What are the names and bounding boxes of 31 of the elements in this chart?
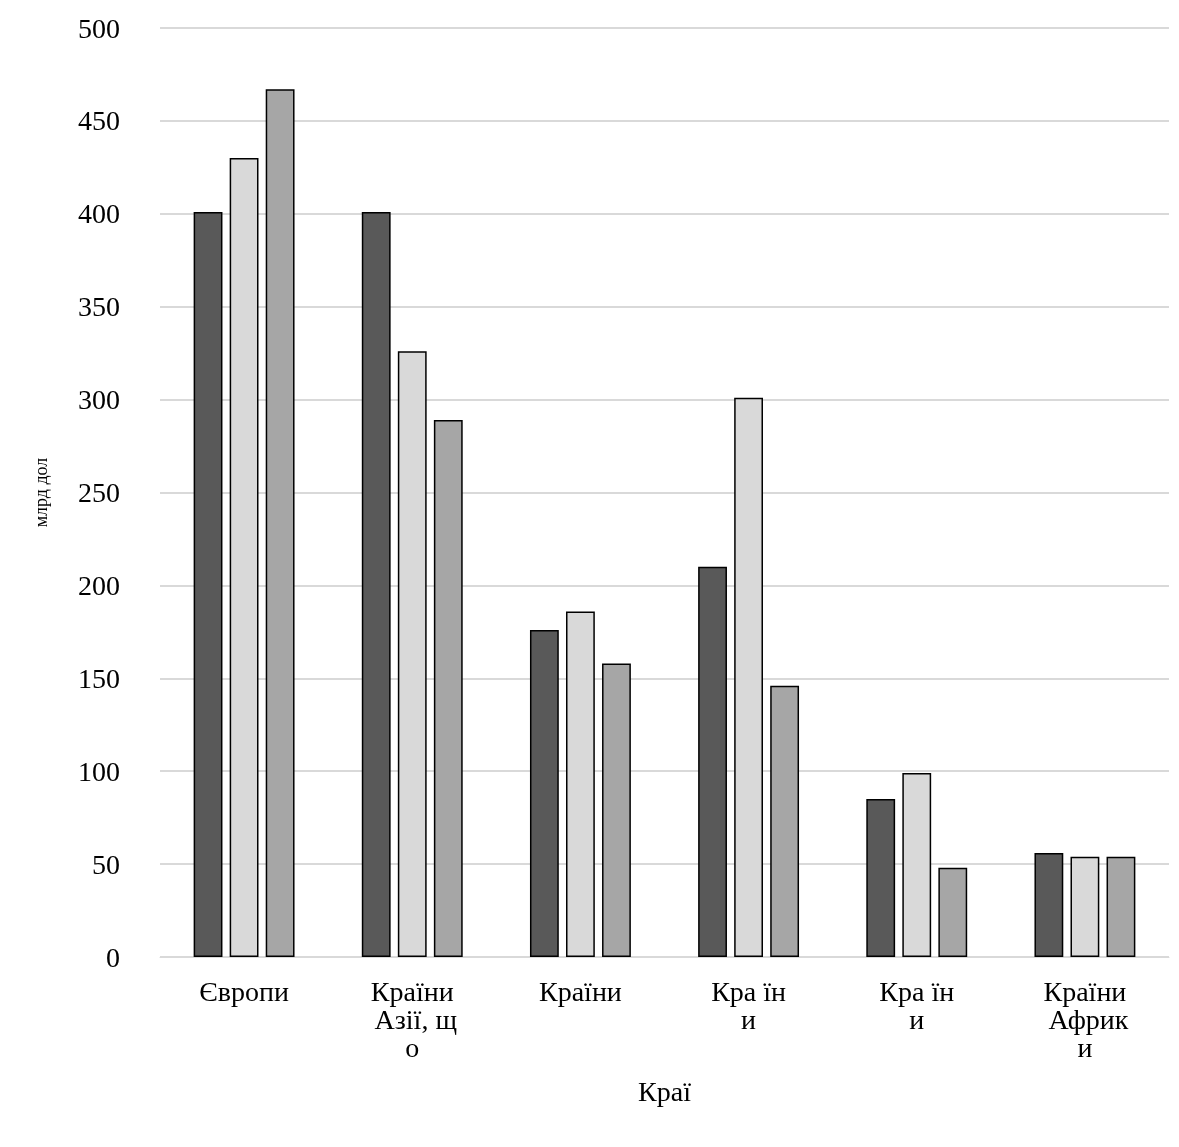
x-tick-label: Країни [538, 975, 622, 1007]
bar [1034, 852, 1064, 957]
x-axis-title: Краї [638, 1075, 692, 1107]
bar [770, 685, 800, 957]
bar [938, 867, 968, 957]
bar [529, 629, 559, 957]
x-tick-label: Країни Азії, що [367, 975, 457, 1063]
x-tick-label: Європи [199, 975, 289, 1007]
y-tick-label: 100 [78, 755, 120, 787]
bar [361, 211, 391, 957]
bar [1106, 856, 1136, 957]
bar [193, 211, 223, 957]
x-tick-label: Кра їни [879, 975, 955, 1035]
y-tick-label: 250 [78, 477, 120, 508]
bar [866, 799, 896, 957]
y-tick-label: 350 [78, 291, 120, 323]
bar [265, 89, 295, 957]
y-tick-label: 150 [78, 662, 120, 694]
bar [602, 663, 631, 957]
y-tick-label: 200 [78, 569, 120, 601]
y-tick-label: 450 [78, 105, 120, 137]
x-tick-label: Кра їни [711, 975, 787, 1035]
bar [698, 566, 727, 957]
y-tick-label: 50 [92, 848, 120, 880]
y-tick-label: 400 [78, 198, 120, 230]
y-axis-title: млрд дол [31, 457, 51, 528]
y-tick-label: 0 [106, 941, 120, 973]
bar [433, 420, 463, 957]
x-tick-label: Країни Африки [1041, 975, 1129, 1063]
y-tick-label: 500 [78, 12, 120, 44]
y-tick-label: 300 [78, 384, 120, 416]
